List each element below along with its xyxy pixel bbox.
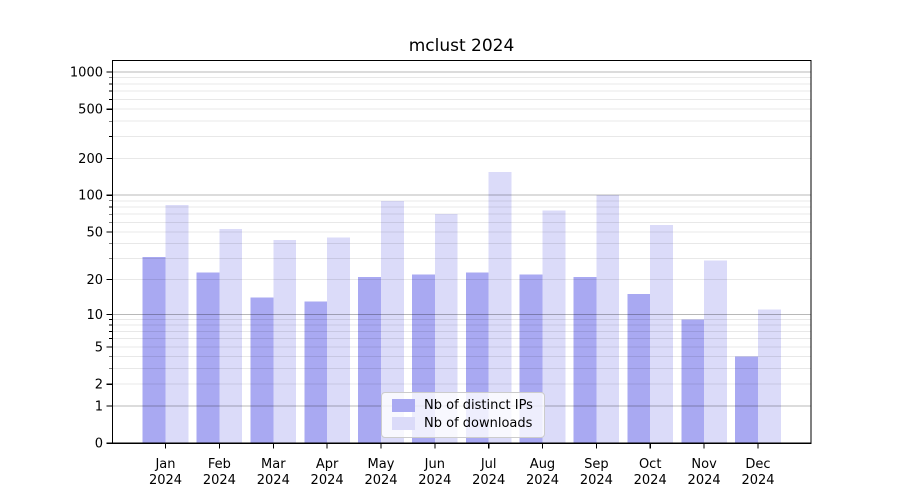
bar-nb-of-distinct-ips-dec bbox=[735, 356, 758, 444]
y-tick-label-2: 2 bbox=[95, 378, 103, 393]
bar-nb-of-distinct-ips-jan bbox=[142, 257, 166, 444]
x-tick-label-month-jan: Jan bbox=[154, 457, 175, 472]
x-tick-label-year-jan: 2024 bbox=[149, 473, 182, 488]
legend-swatch-distinct-ips bbox=[392, 399, 415, 412]
bar-nb-of-downloads-jul bbox=[488, 171, 512, 444]
chart-title: mclust 2024 bbox=[408, 36, 515, 56]
bar-nb-of-downloads-aug bbox=[542, 210, 566, 444]
y-tick-label-50: 50 bbox=[86, 225, 103, 240]
bar-nb-of-distinct-ips-nov bbox=[681, 319, 705, 444]
y-tick-label-1: 1 bbox=[95, 400, 103, 415]
x-tick-label-month-dec: Dec bbox=[745, 457, 770, 472]
bar-nb-of-downloads-jan bbox=[165, 205, 189, 444]
bar-nb-of-distinct-ips-oct bbox=[627, 294, 651, 444]
bar-nb-of-downloads-feb bbox=[219, 228, 243, 444]
x-tick-label-year-may: 2024 bbox=[364, 473, 397, 488]
y-tick-label-500: 500 bbox=[78, 103, 103, 118]
y-tick-label-100: 100 bbox=[78, 189, 103, 204]
y-tick-label-5: 5 bbox=[95, 340, 103, 355]
legend-swatch-downloads bbox=[392, 417, 415, 430]
bar-nb-of-distinct-ips-sep bbox=[573, 277, 597, 444]
x-tick-label-year-jul: 2024 bbox=[472, 473, 505, 488]
x-tick-label-year-mar: 2024 bbox=[257, 473, 290, 488]
bar-nb-of-downloads-mar bbox=[273, 239, 297, 444]
bar-nb-of-downloads-may bbox=[381, 200, 404, 444]
y-tick-label-200: 200 bbox=[78, 152, 103, 167]
y-tick-label-0: 0 bbox=[95, 437, 103, 452]
x-tick-label-month-mar: Mar bbox=[261, 457, 286, 472]
bar-nb-of-downloads-oct bbox=[650, 225, 673, 444]
bar-nb-of-downloads-apr bbox=[327, 237, 350, 444]
x-tick-label-month-jul: Jul bbox=[480, 457, 497, 472]
x-tick-label-month-oct: Oct bbox=[639, 457, 661, 472]
bar-nb-of-downloads-sep bbox=[596, 195, 620, 444]
y-tick-label-20: 20 bbox=[86, 273, 103, 288]
x-tick-label-year-feb: 2024 bbox=[203, 473, 236, 488]
bar-nb-of-distinct-ips-may bbox=[358, 277, 381, 444]
x-tick-label-month-aug: Aug bbox=[530, 457, 555, 472]
legend-label-distinct-ips: Nb of distinct IPs bbox=[424, 398, 533, 413]
x-tick-label-month-may: May bbox=[368, 457, 395, 472]
bar-nb-of-downloads-nov bbox=[704, 260, 727, 444]
x-tick-label-year-apr: 2024 bbox=[311, 473, 344, 488]
x-tick-label-month-feb: Feb bbox=[208, 457, 231, 472]
y-tick-label-10: 10 bbox=[86, 308, 103, 323]
legend: Nb of distinct IPs Nb of downloads bbox=[381, 392, 545, 438]
plot-border bbox=[111, 59, 812, 444]
x-tick-label-year-sep: 2024 bbox=[580, 473, 613, 488]
legend-label-downloads: Nb of downloads bbox=[424, 416, 533, 431]
x-tick-label-month-apr: Apr bbox=[316, 457, 339, 472]
x-tick-label-year-nov: 2024 bbox=[688, 473, 721, 488]
bar-nb-of-downloads-dec bbox=[758, 309, 781, 444]
x-tick-label-year-dec: 2024 bbox=[741, 473, 774, 488]
legend-item-distinct-ips: Nb of distinct IPs bbox=[392, 399, 533, 412]
x-tick-label-month-jun: Jun bbox=[424, 457, 445, 472]
x-tick-label-year-oct: 2024 bbox=[634, 473, 667, 488]
bar-nb-of-distinct-ips-feb bbox=[196, 272, 220, 444]
bar-nb-of-distinct-ips-mar bbox=[250, 297, 274, 444]
bar-nb-of-distinct-ips-apr bbox=[304, 301, 328, 444]
legend-item-downloads: Nb of downloads bbox=[392, 417, 533, 430]
y-tick-label-1000: 1000 bbox=[70, 66, 103, 81]
x-tick-label-month-sep: Sep bbox=[584, 457, 609, 472]
x-tick-label-year-jun: 2024 bbox=[418, 473, 451, 488]
bar-nb-of-downloads-jun bbox=[434, 214, 458, 444]
x-tick-label-month-nov: Nov bbox=[691, 457, 717, 472]
x-tick-label-year-aug: 2024 bbox=[526, 473, 559, 488]
